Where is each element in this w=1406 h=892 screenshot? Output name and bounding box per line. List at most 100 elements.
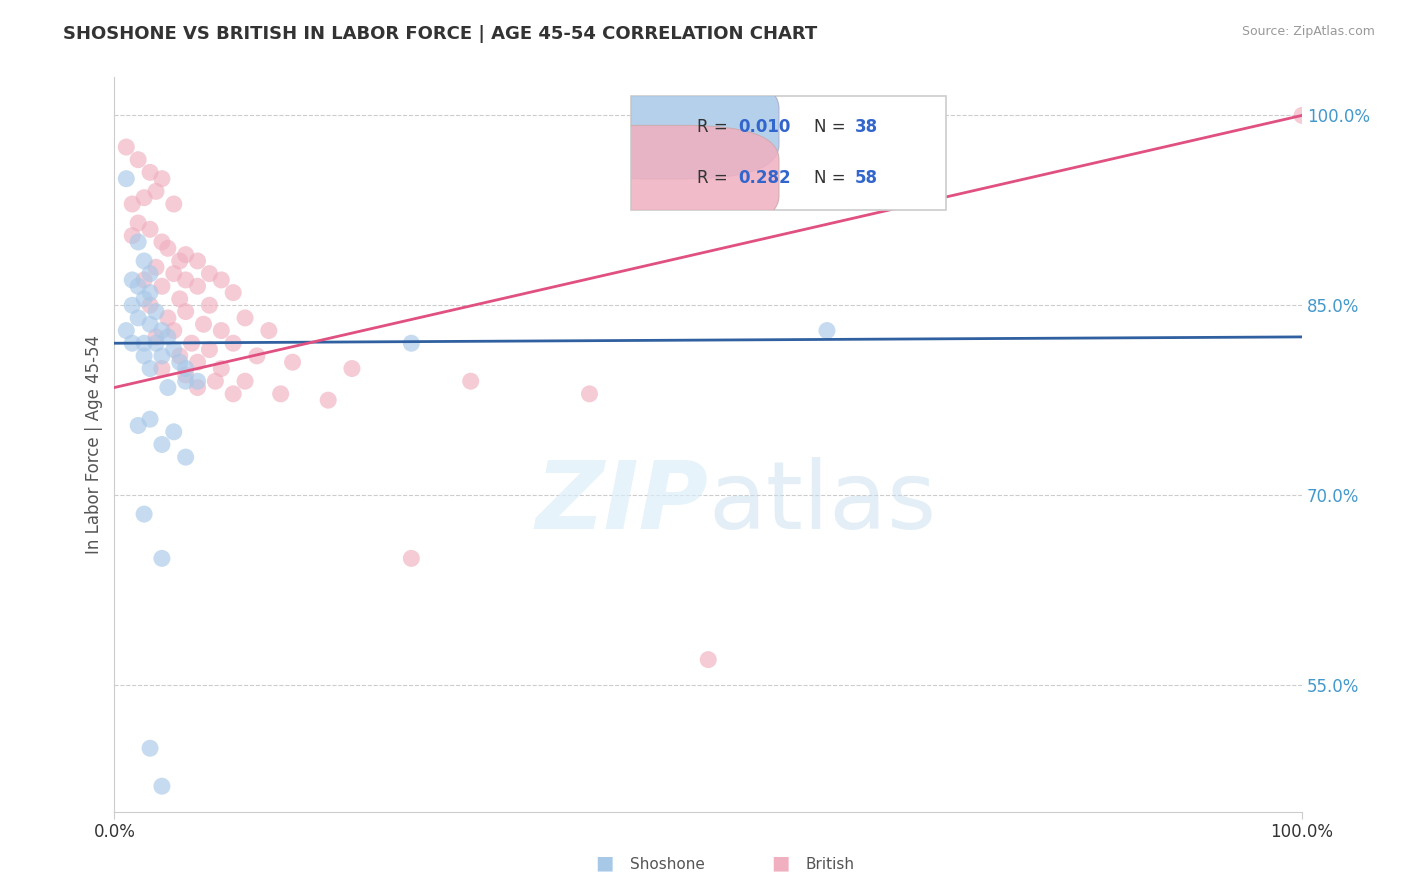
Text: Shoshone: Shoshone (630, 857, 704, 872)
Text: British: British (806, 857, 855, 872)
Point (270, 387, 292, 401)
Point (187, 355, 209, 369)
Point (132, 273, 155, 287)
Point (150, 349, 173, 363)
Point (139, 741, 162, 756)
Point (115, 324, 138, 338)
Point (174, 273, 197, 287)
Point (460, 374, 482, 388)
Point (150, 171, 173, 186)
Point (180, 336, 202, 351)
Text: ZIP: ZIP (536, 458, 709, 549)
Point (121, 298, 143, 312)
Point (139, 298, 162, 312)
Point (132, 292, 155, 306)
Point (204, 374, 226, 388)
Point (209, 273, 232, 287)
Point (156, 241, 179, 255)
Point (115, 140, 138, 154)
Point (174, 361, 197, 376)
Point (222, 387, 245, 401)
Point (156, 310, 179, 325)
Point (121, 228, 143, 243)
Point (156, 380, 179, 394)
Text: ■: ■ (770, 854, 790, 872)
Point (127, 418, 149, 433)
Point (139, 412, 162, 426)
Point (145, 336, 167, 351)
Point (169, 355, 191, 369)
Point (257, 324, 280, 338)
Point (132, 254, 155, 268)
Point (145, 330, 167, 344)
Point (697, 653, 720, 667)
Point (115, 171, 138, 186)
Point (401, 336, 423, 351)
Point (132, 507, 155, 521)
Point (193, 317, 215, 331)
Point (163, 324, 186, 338)
Point (150, 779, 173, 793)
Point (139, 165, 162, 179)
Point (316, 393, 339, 408)
Point (169, 254, 191, 268)
Point (150, 235, 173, 249)
Point (187, 374, 209, 388)
Point (281, 355, 304, 369)
Text: ■: ■ (595, 854, 614, 872)
Point (121, 336, 143, 351)
Point (156, 330, 179, 344)
Point (132, 336, 155, 351)
Point (163, 197, 186, 211)
Text: SHOSHONE VS BRITISH IN LABOR FORCE | AGE 45-54 CORRELATION CHART: SHOSHONE VS BRITISH IN LABOR FORCE | AGE… (63, 25, 817, 43)
Y-axis label: In Labor Force | Age 45-54: In Labor Force | Age 45-54 (86, 335, 103, 554)
Point (163, 343, 186, 357)
Point (209, 324, 232, 338)
Point (127, 235, 149, 249)
Point (150, 279, 173, 293)
Point (127, 279, 149, 293)
Point (174, 368, 197, 382)
Point (127, 216, 149, 230)
Point (222, 336, 245, 351)
Point (198, 298, 221, 312)
Point (139, 285, 162, 300)
Point (401, 551, 423, 566)
Point (163, 267, 186, 281)
Point (209, 361, 232, 376)
Point (150, 437, 173, 451)
Point (246, 349, 269, 363)
Point (139, 317, 162, 331)
Point (127, 310, 149, 325)
Point (233, 310, 256, 325)
Point (340, 361, 363, 376)
Point (174, 247, 197, 261)
Point (169, 292, 191, 306)
Point (145, 185, 167, 199)
Point (187, 380, 209, 394)
Point (198, 267, 221, 281)
Point (121, 273, 143, 287)
Point (174, 450, 197, 464)
Point (578, 387, 600, 401)
Point (150, 324, 173, 338)
Point (815, 324, 838, 338)
Point (145, 304, 167, 318)
Point (139, 267, 162, 281)
Point (139, 222, 162, 236)
Point (139, 361, 162, 376)
Point (163, 425, 186, 439)
Point (132, 191, 155, 205)
Point (187, 254, 209, 268)
Point (127, 153, 149, 167)
Point (187, 279, 209, 293)
Point (1291, 108, 1313, 122)
Point (174, 374, 197, 388)
Point (222, 285, 245, 300)
Point (174, 304, 197, 318)
Point (121, 197, 143, 211)
Text: atlas: atlas (709, 458, 936, 549)
Point (150, 361, 173, 376)
Point (145, 260, 167, 275)
Point (132, 349, 155, 363)
